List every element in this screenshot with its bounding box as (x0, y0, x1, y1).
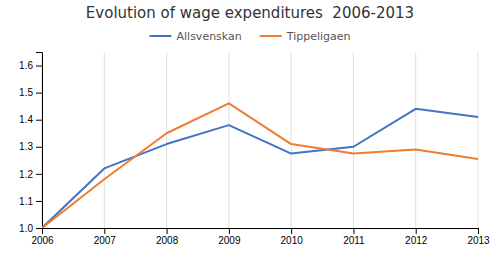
tick-label: 1.4 (19, 114, 33, 125)
tick-mark (167, 228, 168, 234)
axis-line (43, 229, 479, 235)
tick-label: 1.0 (19, 223, 33, 234)
tick-label: 2013 (467, 235, 490, 246)
tick: 1.1 (19, 196, 42, 207)
tick-label: 1.2 (19, 169, 33, 180)
tick: 2006 (31, 228, 54, 246)
tick: 1.5 (19, 87, 42, 98)
tick-label: 2007 (94, 235, 117, 246)
grid-line (228, 52, 229, 228)
title: Evolution of wage expenditures 2006-2013 (86, 4, 414, 22)
tick-label: 2008 (156, 235, 179, 246)
tick: 1.4 (19, 114, 42, 125)
tick-label: 2009 (218, 235, 241, 246)
tick: 2008 (156, 228, 179, 246)
legend-item: Allsvenskan (150, 30, 242, 43)
tick-label: 1.1 (19, 196, 33, 207)
tick: 2013 (467, 228, 490, 246)
series-line (42, 109, 478, 228)
tick: 1.3 (19, 141, 42, 152)
tick-mark (36, 174, 42, 175)
series-line (42, 103, 478, 228)
tick: 2007 (94, 228, 117, 246)
grid-line (291, 52, 292, 228)
tick: 2011 (343, 228, 365, 246)
tick-mark (291, 228, 292, 234)
tick: 2012 (405, 228, 428, 246)
tick-label: 1.6 (19, 60, 33, 71)
tick-mark (353, 228, 354, 234)
tick-label: 2012 (405, 235, 428, 246)
tick-mark (478, 228, 479, 234)
grid-line (353, 52, 354, 228)
chart: Evolution of wage expenditures 2006-2013… (0, 0, 500, 254)
tick-label: 2011 (343, 235, 365, 246)
legend-swatch (260, 35, 282, 37)
tick-mark (36, 228, 42, 229)
tick: 1.6 (19, 60, 42, 71)
tick-mark (36, 66, 42, 67)
legend-swatch (150, 35, 172, 37)
tick-mark (36, 93, 42, 94)
axis-line (36, 53, 43, 229)
tick: 1.2 (19, 169, 42, 180)
grid-line (104, 52, 105, 228)
tick-mark (416, 228, 417, 234)
grid-line (478, 52, 479, 228)
tick-mark (36, 120, 42, 121)
grid (42, 52, 478, 228)
legend: Allsvenskan Tippeligaen (150, 30, 351, 43)
y-axis: 1.0 1.1 1.2 1.3 1.4 1.5 1.6 (19, 53, 42, 234)
tick-mark (36, 201, 42, 202)
tick-label: 2006 (31, 235, 54, 246)
legend-item: Tippeligaen (260, 30, 351, 43)
tick: 2010 (281, 228, 304, 246)
tick-label: 1.3 (19, 141, 33, 152)
tick-label: 1.5 (19, 87, 33, 98)
tick-label: 2010 (281, 235, 304, 246)
x-axis: 2006 2007 2008 2009 2010 2011 2012 2013 (31, 228, 490, 246)
tick-mark (36, 147, 42, 148)
tick-mark (104, 228, 105, 234)
tick: 1.0 (19, 223, 42, 234)
legend-label: Allsvenskan (177, 30, 242, 43)
tick-mark (229, 228, 230, 234)
grid-line (415, 52, 416, 228)
tick: 2009 (218, 228, 241, 246)
plot: 200620072008200920102011201220131.01.11.… (19, 52, 490, 246)
grid-line (166, 52, 167, 228)
lines (42, 103, 478, 228)
legend-label: Tippeligaen (286, 30, 351, 43)
